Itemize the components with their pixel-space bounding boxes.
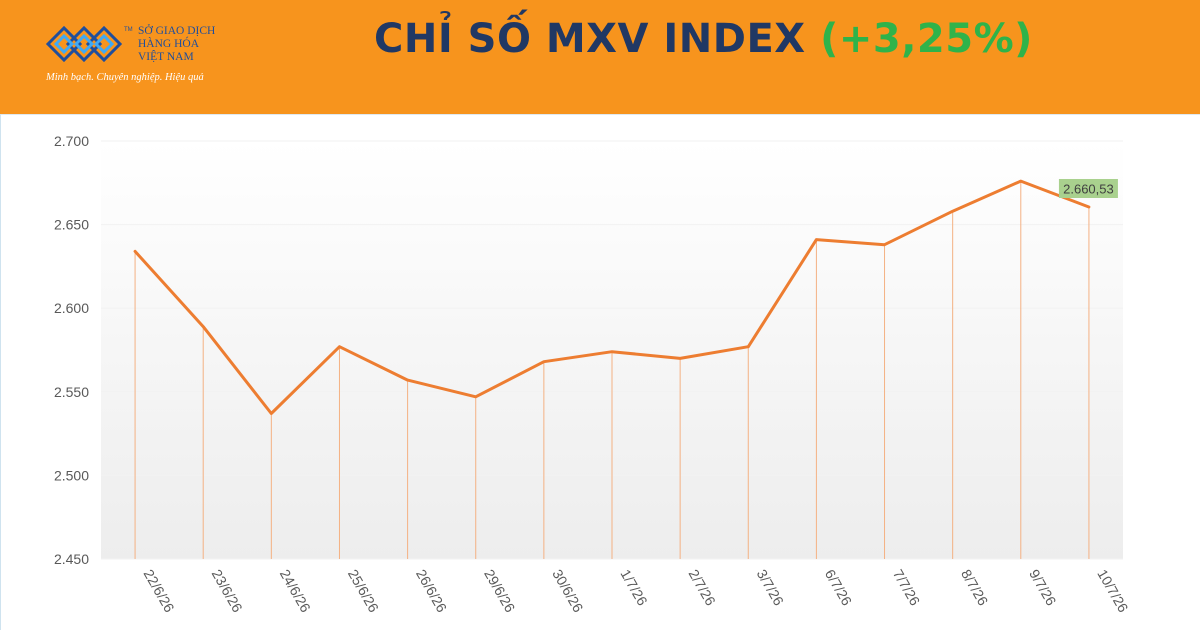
x-tick-label: 8/7/26 <box>958 567 991 609</box>
x-tick-label: 25/6/26 <box>345 567 382 616</box>
x-tick-label: 22/6/26 <box>140 567 177 616</box>
title-main: CHỈ SỐ MXV INDEX <box>374 16 806 62</box>
mxv-logo-icon: TM <box>45 25 133 63</box>
x-tick-label: 30/6/26 <box>549 567 586 616</box>
x-tick-label: 3/7/26 <box>754 567 787 609</box>
x-tick-label: 6/7/26 <box>822 567 855 609</box>
logo-trademark: TM <box>124 27 133 33</box>
x-tick-label: 23/6/26 <box>209 567 246 616</box>
series-line <box>133 179 1091 415</box>
data-label-background <box>1058 178 1118 198</box>
header-banner: TM SỞ GIAO DỊCH HÀNG HÓA VIỆT NAM Minh b… <box>0 0 1200 114</box>
y-tick-label: 2.650 <box>54 217 89 233</box>
x-tick-label: 9/7/26 <box>1026 567 1059 609</box>
page-title: CHỈ SỐ MXV INDEX (+3,25%) <box>374 16 1033 62</box>
chart-area: 2.700 2.650 2.600 2.550 2.500 2.450 22/6/26 23… <box>0 114 1200 630</box>
x-tick-label: 10/7/26 <box>1094 567 1131 616</box>
logo-slogan: Minh bạch. Chuyên nghiệp. Hiệu quả <box>46 72 204 83</box>
x-tick-label: 7/7/26 <box>890 567 923 609</box>
x-tick-label: 24/6/26 <box>277 567 314 616</box>
x-tick-label: 29/6/26 <box>481 567 518 616</box>
title-change: (+3,25%) <box>820 16 1033 62</box>
mxv-index-line-chart: 2.700 2.650 2.600 2.550 2.500 2.450 22/6/26 23… <box>54 133 1132 616</box>
x-tick-label: 1/7/26 <box>617 567 650 609</box>
x-tick-label: 26/6/26 <box>413 567 450 616</box>
y-tick-label: 2.450 <box>54 551 89 567</box>
y-tick-label: 2.700 <box>54 133 89 149</box>
y-tick-label: 2.600 <box>54 300 89 316</box>
logo-name-line-1: SỞ GIAO DỊCH <box>138 25 216 37</box>
data-label-last: 2.660,53 <box>1063 181 1114 196</box>
logo-name-line-3: VIỆT NAM <box>138 51 194 63</box>
logo-name-line-2: HÀNG HÓA <box>138 38 200 50</box>
mxv-logo: TM SỞ GIAO DỊCH HÀNG HÓA VIỆT NAM Minh b… <box>44 22 234 92</box>
y-tick-label: 2.500 <box>54 467 89 483</box>
logo-name: SỞ GIAO DỊCH HÀNG HÓA VIỆT NAM <box>138 25 215 64</box>
x-tick-label: 2/7/26 <box>686 567 719 609</box>
y-tick-label: 2.550 <box>54 384 89 400</box>
